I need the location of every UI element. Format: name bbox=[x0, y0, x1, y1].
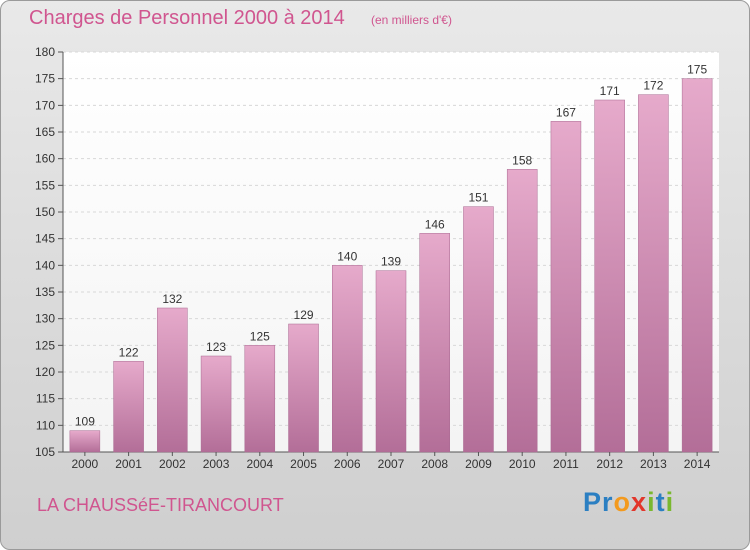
bar bbox=[157, 307, 188, 453]
bar bbox=[69, 430, 101, 453]
y-tick-label: 170 bbox=[35, 98, 55, 112]
x-tick-label: 2003 bbox=[203, 457, 230, 471]
x-tick-label: 2005 bbox=[290, 457, 317, 471]
y-tick-label: 110 bbox=[36, 418, 55, 432]
bar-value-label: 125 bbox=[250, 329, 270, 343]
proxiti-logo[interactable]: Proxiti bbox=[583, 487, 674, 518]
y-tick-label: 180 bbox=[35, 45, 55, 59]
x-tick-label: 2008 bbox=[421, 457, 448, 471]
x-tick-label: 2006 bbox=[334, 457, 361, 471]
bar-value-label: 123 bbox=[206, 340, 226, 354]
x-tick-label: 2011 bbox=[553, 457, 579, 471]
y-tick-label: 105 bbox=[35, 445, 55, 459]
y-tick-label: 120 bbox=[35, 365, 55, 379]
x-tick-label: 2000 bbox=[72, 457, 99, 471]
bar bbox=[638, 94, 669, 453]
x-tick-label: 2004 bbox=[246, 457, 273, 471]
bar bbox=[113, 361, 144, 453]
x-tick-label: 2009 bbox=[465, 457, 492, 471]
logo-letter: i bbox=[647, 487, 656, 517]
bar bbox=[550, 121, 582, 453]
bar-value-label: 129 bbox=[294, 308, 314, 322]
bar-value-label: 175 bbox=[687, 63, 707, 77]
x-tick-label: 2001 bbox=[115, 457, 142, 471]
bar bbox=[332, 265, 363, 453]
logo-letter: r bbox=[602, 487, 614, 517]
bar-value-label: 122 bbox=[119, 345, 139, 359]
bar-value-label: 151 bbox=[468, 191, 488, 205]
logo-letter: o bbox=[613, 487, 632, 517]
y-tick-label: 150 bbox=[35, 205, 55, 219]
bar bbox=[244, 345, 276, 453]
bar bbox=[288, 323, 319, 453]
logo-letter: i bbox=[665, 487, 675, 517]
y-tick-label: 140 bbox=[35, 258, 55, 272]
unit-note: (en milliers d'€) bbox=[371, 13, 452, 27]
logo-letter: t bbox=[655, 487, 666, 517]
bar-value-label: 146 bbox=[425, 217, 445, 231]
commune-name: LA CHAUSSéE-TIRANCOURT bbox=[37, 495, 284, 515]
bar-value-label: 109 bbox=[75, 415, 95, 429]
x-tick-label: 2002 bbox=[159, 457, 186, 471]
y-tick-label: 160 bbox=[35, 152, 55, 166]
bar bbox=[594, 99, 625, 453]
bar-value-label: 132 bbox=[162, 292, 182, 306]
y-tick-label: 155 bbox=[35, 178, 55, 192]
bar bbox=[463, 206, 494, 453]
x-tick-label: 2013 bbox=[640, 457, 667, 471]
bar bbox=[681, 78, 713, 453]
x-tick-label: 2012 bbox=[596, 457, 623, 471]
logo-letter: P bbox=[583, 487, 603, 517]
bar-value-label: 140 bbox=[337, 249, 357, 263]
x-tick-label: 2014 bbox=[684, 457, 711, 471]
x-tick-label: 2007 bbox=[378, 457, 405, 471]
y-tick-label: 115 bbox=[36, 392, 55, 406]
bar-value-label: 158 bbox=[512, 153, 532, 167]
bar bbox=[419, 233, 450, 453]
x-tick-label: 2010 bbox=[509, 457, 536, 471]
logo-letter: x bbox=[631, 487, 648, 517]
bar-value-label: 167 bbox=[556, 105, 576, 119]
bar bbox=[200, 355, 232, 453]
y-tick-label: 130 bbox=[35, 312, 55, 326]
y-tick-label: 125 bbox=[35, 338, 55, 352]
y-tick-label: 135 bbox=[35, 285, 55, 299]
bar bbox=[375, 270, 407, 453]
bar-value-label: 139 bbox=[381, 255, 401, 269]
bar-value-label: 171 bbox=[600, 84, 620, 98]
y-tick-label: 175 bbox=[35, 72, 55, 86]
y-tick-label: 165 bbox=[35, 125, 55, 139]
bar-value-label: 172 bbox=[643, 79, 663, 93]
bar bbox=[506, 169, 538, 453]
y-tick-label: 145 bbox=[35, 232, 55, 246]
chart-title: Charges de Personnel 2000 à 2014 bbox=[29, 7, 345, 29]
